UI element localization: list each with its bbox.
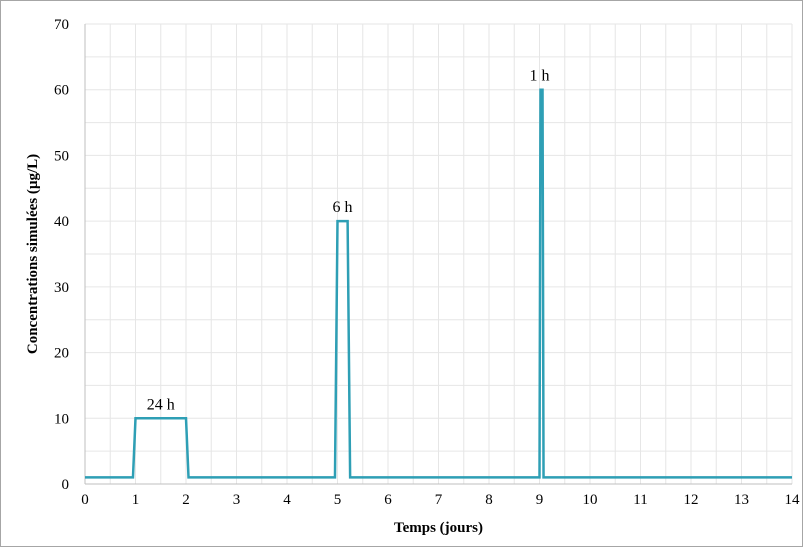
x-tick-label: 10 — [583, 492, 598, 508]
x-axis-title: Temps (jours) — [394, 520, 483, 536]
pulse-duration-annotation: 24 h — [147, 396, 175, 413]
concentration-series-line — [85, 88, 792, 479]
y-tick-label: 70 — [54, 17, 69, 33]
x-tick-label: 6 — [384, 492, 392, 508]
x-tick-label: 14 — [785, 492, 801, 508]
x-tick-label: 2 — [182, 492, 190, 508]
y-axis-title: Concentrations simulées (µg/L) — [25, 154, 41, 354]
pulse-duration-annotation: 1 h — [530, 68, 550, 85]
x-tick-label: 13 — [734, 492, 749, 508]
x-tick-label: 9 — [536, 492, 544, 508]
x-tick-label: 8 — [485, 492, 493, 508]
y-tick-label: 20 — [54, 346, 69, 362]
x-tick-label: 1 — [132, 492, 140, 508]
y-tick-label: 60 — [54, 83, 69, 99]
y-tick-label: 0 — [62, 477, 70, 493]
x-tick-label: 3 — [233, 492, 241, 508]
y-tick-label: 10 — [54, 411, 69, 427]
y-tick-label: 30 — [54, 280, 69, 296]
y-tick-label: 50 — [54, 148, 69, 164]
grid-layer — [84, 23, 793, 485]
x-tick-label: 12 — [684, 492, 699, 508]
pulse-duration-annotation: 6 h — [333, 199, 353, 216]
x-tick-label: 7 — [435, 492, 443, 508]
x-tick-label: 0 — [81, 492, 89, 508]
series-layer — [85, 88, 792, 479]
x-tick-label: 11 — [633, 492, 647, 508]
y-tick-label: 40 — [54, 214, 69, 230]
x-tick-label: 5 — [334, 492, 342, 508]
x-tick-label: 4 — [283, 492, 291, 508]
axes-layer — [84, 24, 792, 485]
